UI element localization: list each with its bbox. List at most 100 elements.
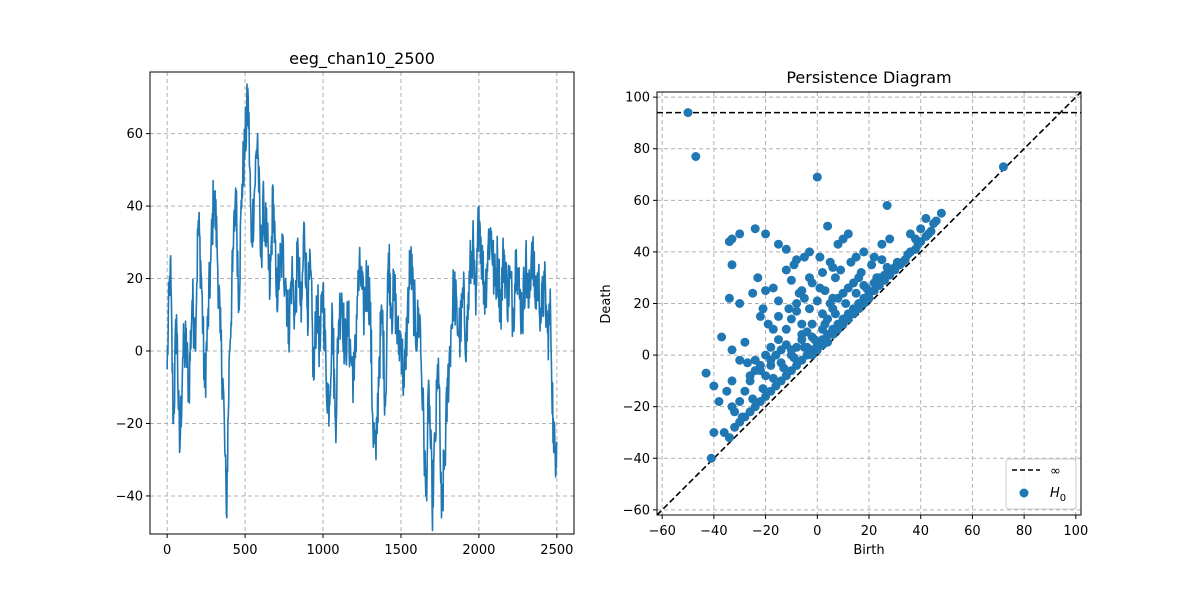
h0-point bbox=[789, 260, 799, 270]
line-chart-x-tick-label: 2000 bbox=[462, 543, 495, 558]
diagonal-line bbox=[656, 91, 1082, 516]
h0-point bbox=[830, 273, 840, 283]
h0-point bbox=[830, 309, 840, 319]
h0-point bbox=[903, 250, 913, 259]
line-chart-y-tick-label: −20 bbox=[116, 417, 143, 432]
diagram-y-tick-label: −40 bbox=[623, 452, 650, 467]
h0-point bbox=[766, 360, 776, 370]
h0-point bbox=[735, 355, 745, 365]
y-axis-label-death: Death bbox=[599, 284, 614, 323]
line-chart-y-tick-label: −40 bbox=[116, 489, 143, 504]
h0-point bbox=[820, 319, 830, 329]
h0-point bbox=[683, 108, 693, 118]
line-chart-x-tick-label: 500 bbox=[233, 543, 258, 558]
h0-point bbox=[797, 319, 807, 329]
h0-point bbox=[750, 224, 760, 234]
line-chart-panel: eeg_chan10_2500 0 500 1000 1500 2000 2500 −40 −… bbox=[116, 49, 575, 558]
h0-point bbox=[709, 428, 719, 437]
h0-point bbox=[740, 337, 750, 347]
diagram-x-tick-label: 0 bbox=[813, 524, 821, 539]
line-chart-ticks: 0 500 1000 1500 2000 2500 −40 −20 0 20 40 60 bbox=[116, 127, 574, 558]
line-chart-y-tick-label: 60 bbox=[126, 127, 143, 142]
diagram-y-tick-label: 80 bbox=[633, 142, 650, 157]
legend: ∞ H0 bbox=[1005, 458, 1077, 510]
h0-point bbox=[882, 201, 892, 210]
h0-point bbox=[748, 394, 758, 404]
h0-point bbox=[846, 257, 856, 267]
h0-point bbox=[861, 283, 871, 293]
h0-point bbox=[748, 288, 758, 298]
h0-point bbox=[828, 293, 838, 303]
diagram-y-tick-label: −60 bbox=[623, 503, 650, 518]
h0-point bbox=[890, 265, 900, 275]
legend-h0-sub: 0 bbox=[1060, 493, 1066, 504]
h0-point bbox=[924, 229, 933, 239]
legend-h0-main: H bbox=[1050, 486, 1060, 501]
h0-point bbox=[758, 304, 768, 314]
h0-point bbox=[823, 221, 833, 231]
persistence-diagram-title: Persistence Diagram bbox=[786, 68, 951, 87]
h0-point bbox=[805, 273, 814, 283]
h0-point bbox=[843, 229, 853, 239]
x-axis-label-birth: Birth bbox=[853, 543, 884, 558]
h0-point bbox=[766, 342, 776, 352]
h0-point bbox=[859, 247, 869, 257]
h0-point bbox=[784, 304, 794, 314]
line-chart-title: eeg_chan10_2500 bbox=[289, 49, 435, 69]
diagram-x-tick-label: −40 bbox=[700, 524, 727, 539]
h0-point bbox=[735, 397, 745, 406]
persistence-diagram-ticks: −60 −40 −20 0 20 40 60 80 100 −60 −40 −20 0 20 40 60 80 1… bbox=[623, 91, 1089, 539]
h0-point bbox=[815, 252, 825, 262]
line-chart-frame bbox=[149, 71, 575, 535]
h0-point bbox=[818, 268, 827, 277]
line-chart-y-tick-label: 0 bbox=[135, 345, 143, 360]
legend-h0-label: H0 bbox=[1050, 486, 1066, 504]
h0-point bbox=[768, 373, 778, 383]
h0-point bbox=[794, 288, 804, 298]
h0-point bbox=[727, 260, 737, 270]
h0-point bbox=[812, 172, 822, 182]
h0-point bbox=[828, 262, 838, 272]
line-chart-x-tick-label: 0 bbox=[163, 543, 171, 558]
h0-point bbox=[768, 324, 778, 334]
diagram-x-tick-label: −20 bbox=[752, 524, 779, 539]
h0-point bbox=[913, 239, 923, 249]
h0-point bbox=[856, 268, 866, 277]
h0-point bbox=[727, 376, 737, 386]
h0-point bbox=[792, 306, 802, 316]
h0-point bbox=[735, 299, 745, 308]
diagram-y-tick-label: 60 bbox=[633, 194, 650, 209]
diagram-x-tick-label: 20 bbox=[861, 524, 878, 539]
diagram-x-tick-label: 40 bbox=[912, 524, 929, 539]
h0-point bbox=[812, 296, 822, 306]
diagram-y-tick-label: 0 bbox=[642, 349, 650, 364]
h0-point bbox=[877, 239, 887, 249]
line-chart-x-tick-label: 1500 bbox=[384, 543, 417, 558]
diagram-y-tick-label: 40 bbox=[633, 245, 650, 260]
h0-point bbox=[761, 286, 771, 296]
line-chart-y-tick-label: 20 bbox=[126, 272, 143, 287]
line-chart-y-tick-label: 40 bbox=[126, 200, 143, 215]
h0-point bbox=[758, 384, 768, 394]
h0-point bbox=[745, 371, 755, 381]
line-chart-x-tick-label: 2500 bbox=[540, 543, 573, 558]
persistence-diagram-points bbox=[656, 91, 1082, 516]
h0-point bbox=[755, 311, 765, 321]
eeg-signal-line bbox=[166, 83, 558, 532]
h0-point bbox=[786, 345, 796, 355]
h0-point bbox=[792, 299, 802, 308]
h0-point bbox=[691, 152, 701, 161]
h0-point bbox=[761, 229, 771, 239]
h0-point bbox=[781, 244, 791, 254]
line-chart-series bbox=[166, 83, 558, 532]
h0-point bbox=[786, 275, 796, 285]
h0-point bbox=[727, 345, 737, 355]
legend-infinity-label: ∞ bbox=[1050, 464, 1061, 479]
h0-point bbox=[805, 304, 814, 314]
h0-point bbox=[740, 386, 750, 396]
diagram-x-tick-label: 100 bbox=[1063, 524, 1088, 539]
h0-point bbox=[722, 386, 732, 396]
h0-point bbox=[781, 324, 791, 334]
h0-point bbox=[864, 293, 874, 303]
